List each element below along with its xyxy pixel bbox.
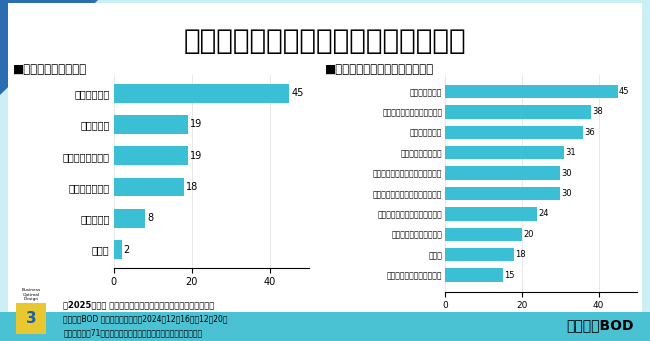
Text: 31: 31 bbox=[566, 148, 576, 157]
Bar bbox=[445, 187, 560, 200]
Text: 株式会社BOD 調べ　　調査期間：2024年12月16日〜12月20日: 株式会社BOD 調べ 調査期間：2024年12月16日〜12月20日 bbox=[63, 314, 228, 323]
Text: 【2025年公開 高松市の働きやすさに関するアンケート調査】: 【2025年公開 高松市の働きやすさに関するアンケート調査】 bbox=[63, 300, 215, 309]
Text: 30: 30 bbox=[562, 189, 572, 198]
Text: 18: 18 bbox=[186, 182, 198, 192]
Polygon shape bbox=[0, 0, 98, 95]
Bar bbox=[114, 178, 184, 196]
Text: 2: 2 bbox=[124, 244, 130, 254]
Text: 8: 8 bbox=[147, 213, 153, 223]
Text: 45: 45 bbox=[291, 88, 304, 98]
Bar bbox=[16, 303, 46, 335]
Text: 20: 20 bbox=[523, 230, 534, 239]
Text: 3: 3 bbox=[26, 311, 36, 326]
Text: 38: 38 bbox=[592, 107, 603, 116]
Bar bbox=[445, 268, 503, 282]
Text: 19: 19 bbox=[190, 119, 202, 130]
Text: ■高松営業所の職場環境について: ■高松営業所の職場環境について bbox=[325, 63, 434, 76]
Text: 株式会社BOD: 株式会社BOD bbox=[566, 318, 634, 332]
Bar bbox=[445, 248, 514, 261]
Bar bbox=[445, 85, 618, 98]
Bar bbox=[114, 115, 188, 134]
Bar bbox=[445, 126, 583, 139]
Text: 15: 15 bbox=[504, 270, 514, 280]
Bar bbox=[114, 84, 289, 103]
Text: 有効回答数：71人　　調査方法：インターネットによる任意回答: 有効回答数：71人 調査方法：インターネットによる任意回答 bbox=[63, 328, 202, 337]
Text: Business
Optimal
Design: Business Optimal Design bbox=[21, 288, 41, 301]
Bar bbox=[114, 209, 145, 228]
Text: 24: 24 bbox=[538, 209, 549, 218]
Bar bbox=[445, 228, 522, 241]
Bar bbox=[445, 207, 538, 221]
Bar bbox=[445, 146, 564, 159]
Text: 30: 30 bbox=[562, 168, 572, 178]
Bar bbox=[114, 146, 188, 165]
Text: ■高松市の魅力とは？: ■高松市の魅力とは？ bbox=[13, 63, 87, 76]
Text: 19: 19 bbox=[190, 151, 202, 161]
Bar bbox=[445, 166, 560, 180]
Bar bbox=[0, 312, 650, 341]
Text: 18: 18 bbox=[515, 250, 526, 259]
Text: 高松市の魅力と職場環境に関する調査: 高松市の魅力と職場環境に関する調査 bbox=[184, 27, 466, 55]
Bar bbox=[114, 240, 122, 259]
Text: 36: 36 bbox=[584, 128, 595, 137]
Text: 45: 45 bbox=[619, 87, 629, 96]
Bar bbox=[445, 105, 591, 119]
